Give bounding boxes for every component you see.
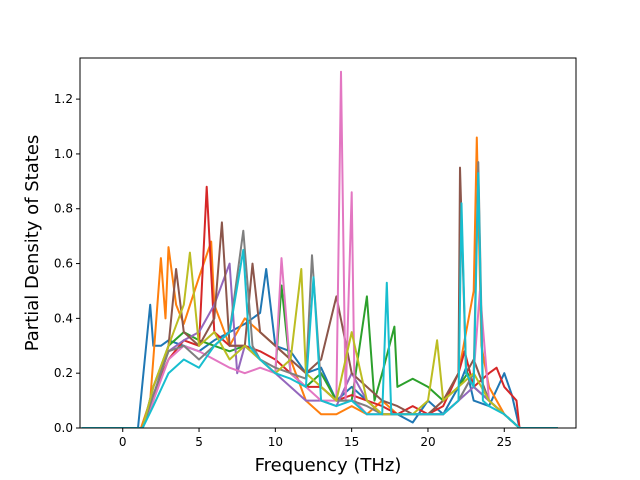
x-tick-label: 0 [119, 435, 127, 449]
x-tick-label: 20 [420, 435, 435, 449]
y-axis-label: Partial Density of States [22, 135, 43, 352]
y-tick-label: 0.6 [54, 257, 73, 271]
x-tick-label: 15 [344, 435, 359, 449]
x-tick-label: 25 [497, 435, 512, 449]
y-tick-label: 0.2 [54, 366, 73, 380]
x-axis-label: Frequency (THz) [255, 455, 402, 476]
y-tick-label: 0.8 [54, 202, 73, 216]
y-tick-label: 1.0 [54, 147, 73, 161]
x-tick-label: 10 [268, 435, 283, 449]
y-axis-ticks: 0.0 0.2 0.4 0.6 0.8 1.0 1.2 [54, 92, 80, 435]
plot-frame [79, 57, 577, 429]
y-tick-label: 1.2 [54, 92, 73, 106]
y-tick-label: 0.4 [54, 311, 73, 325]
series-line-10 [81, 172, 558, 428]
series-line-2 [81, 136, 558, 428]
y-tick-label: 0.0 [54, 421, 73, 435]
series-line-1 [81, 268, 558, 428]
series-layer [81, 70, 558, 428]
x-tick-label: 5 [195, 435, 203, 449]
x-axis-ticks: 0 5 10 15 20 25 [119, 428, 512, 449]
